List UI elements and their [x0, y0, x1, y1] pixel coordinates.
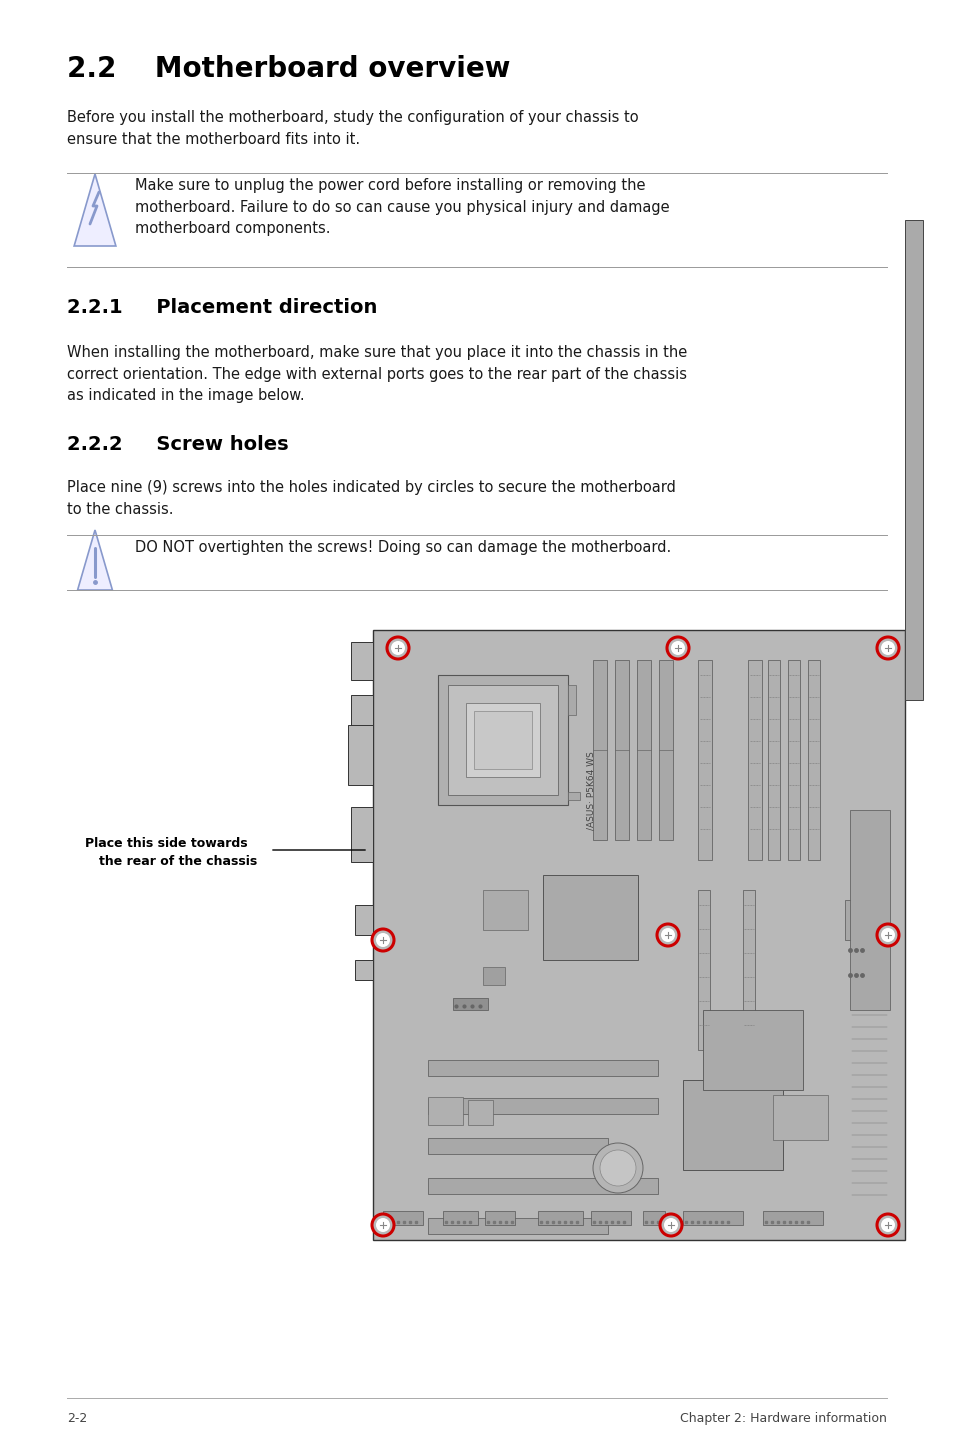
Circle shape: [593, 1143, 642, 1194]
Text: /ASUS· P5K64 WS: /ASUS· P5K64 WS: [586, 751, 595, 830]
Bar: [382, 1211, 422, 1225]
Bar: [698, 890, 709, 1050]
Bar: [482, 890, 527, 930]
Text: Before you install the motherboard, study the configuration of your chassis to
e: Before you install the motherboard, stud…: [67, 109, 638, 147]
Text: When installing the motherboard, make sure that you place it into the chassis in: When installing the motherboard, make su…: [67, 345, 686, 403]
Circle shape: [876, 925, 898, 946]
Circle shape: [880, 928, 894, 942]
Bar: [428, 1060, 658, 1076]
Bar: [351, 807, 373, 861]
Bar: [904, 220, 923, 700]
Text: Place this side towards: Place this side towards: [85, 837, 248, 850]
Circle shape: [876, 1214, 898, 1237]
Bar: [590, 1211, 630, 1225]
Bar: [542, 874, 638, 961]
Bar: [351, 695, 373, 731]
Circle shape: [663, 1218, 678, 1232]
Bar: [465, 703, 539, 777]
Bar: [351, 641, 373, 680]
Circle shape: [670, 641, 684, 654]
Bar: [772, 1094, 827, 1140]
Bar: [567, 684, 576, 715]
Bar: [448, 684, 558, 795]
Bar: [593, 660, 606, 840]
Circle shape: [666, 637, 688, 659]
Text: Make sure to unplug the power cord before installing or removing the
motherboard: Make sure to unplug the power cord befor…: [135, 178, 669, 236]
Bar: [484, 1211, 515, 1225]
Polygon shape: [77, 531, 112, 590]
Circle shape: [657, 925, 679, 946]
Bar: [468, 1100, 493, 1125]
Bar: [437, 674, 567, 805]
Circle shape: [372, 929, 394, 951]
Text: 2.2    Motherboard overview: 2.2 Motherboard overview: [67, 55, 510, 83]
Circle shape: [375, 1218, 390, 1232]
Bar: [849, 810, 889, 1009]
Bar: [767, 660, 780, 860]
Bar: [355, 961, 373, 981]
Bar: [373, 630, 904, 1240]
Bar: [537, 1211, 582, 1225]
Circle shape: [375, 933, 390, 948]
Bar: [742, 890, 754, 1050]
Bar: [807, 660, 820, 860]
Bar: [787, 660, 800, 860]
Text: 2-2: 2-2: [67, 1412, 87, 1425]
Bar: [762, 1211, 822, 1225]
Bar: [567, 792, 579, 800]
Circle shape: [387, 637, 409, 659]
Bar: [348, 725, 373, 785]
Bar: [698, 660, 711, 860]
Circle shape: [660, 928, 675, 942]
Circle shape: [880, 641, 894, 654]
Circle shape: [876, 637, 898, 659]
Bar: [844, 900, 864, 940]
Text: Place nine (9) screws into the holes indicated by circles to secure the motherbo: Place nine (9) screws into the holes ind…: [67, 480, 675, 516]
Bar: [642, 1211, 664, 1225]
Bar: [482, 966, 504, 985]
Bar: [474, 710, 532, 769]
Text: Chapter 2: Hardware information: Chapter 2: Hardware information: [679, 1412, 886, 1425]
Text: the rear of the chassis: the rear of the chassis: [99, 856, 257, 869]
Bar: [682, 1211, 742, 1225]
Bar: [453, 998, 488, 1009]
Circle shape: [391, 641, 405, 654]
Bar: [659, 660, 672, 840]
Bar: [615, 660, 628, 840]
Circle shape: [372, 1214, 394, 1237]
Bar: [428, 1099, 658, 1114]
Text: DO NOT overtighten the screws! Doing so can damage the motherboard.: DO NOT overtighten the screws! Doing so …: [135, 541, 671, 555]
Bar: [428, 1097, 462, 1125]
Bar: [682, 1080, 782, 1171]
Bar: [747, 660, 761, 860]
Bar: [428, 1137, 607, 1155]
Circle shape: [659, 1214, 681, 1237]
Bar: [428, 1178, 658, 1194]
Bar: [637, 660, 650, 840]
Polygon shape: [74, 174, 115, 246]
Circle shape: [880, 1218, 894, 1232]
Bar: [702, 1009, 802, 1090]
Bar: [355, 905, 373, 935]
Bar: [428, 1218, 607, 1234]
Bar: [442, 1211, 477, 1225]
Text: 2.2.2     Screw holes: 2.2.2 Screw holes: [67, 436, 289, 454]
Text: 2.2.1     Placement direction: 2.2.1 Placement direction: [67, 298, 377, 316]
Circle shape: [599, 1150, 636, 1186]
